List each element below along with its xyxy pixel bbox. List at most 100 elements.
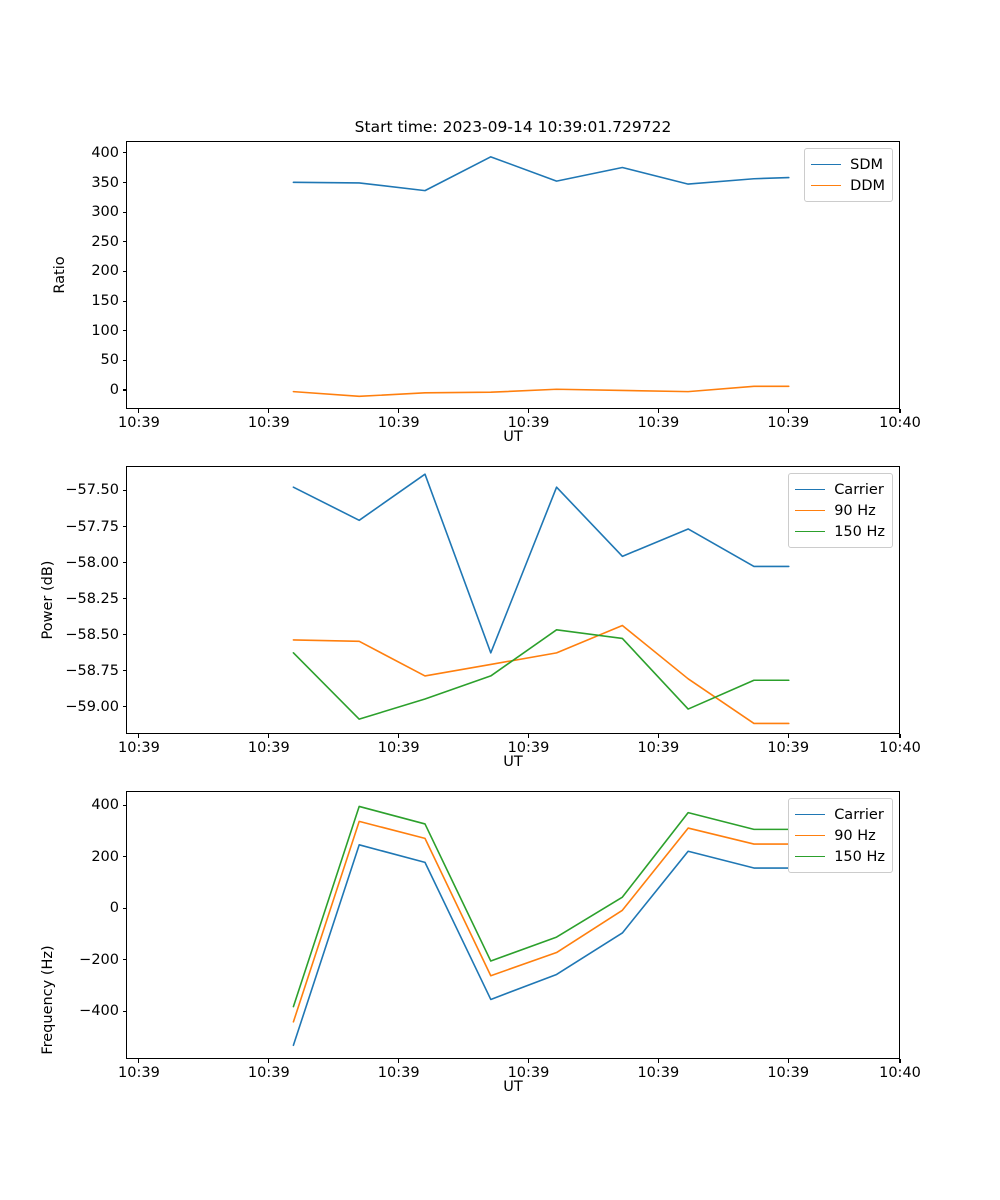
- ytick-mark: [122, 804, 126, 806]
- xtick-mark: [268, 734, 270, 738]
- xtick-label: 10:39: [767, 415, 810, 431]
- legend-swatch-150hz-freq: [795, 856, 826, 857]
- legend-ratio[interactable]: SDM DDM: [804, 148, 893, 202]
- ytick-mark: [122, 211, 126, 213]
- xtick-label: 10:40: [879, 740, 921, 756]
- plot-lines-power: [292, 473, 790, 725]
- legend-item-90hz-frequency: 90 Hz: [795, 825, 885, 846]
- ytick-label: −57.75: [65, 518, 119, 535]
- ytick-mark: [122, 856, 126, 858]
- xtick-mark: [787, 1059, 789, 1063]
- ytick-label: 0: [109, 382, 119, 399]
- legend-swatch-90hz: [795, 510, 826, 511]
- series-150hz-frequency: [292, 805, 790, 1008]
- legend-item-sdm: SDM: [811, 154, 885, 175]
- series-carrier-power: [292, 473, 790, 654]
- xtick-label: 10:39: [118, 740, 160, 756]
- xtick-mark: [138, 734, 140, 738]
- xtick-label: 10:39: [637, 1065, 680, 1081]
- series-ddm: [292, 385, 790, 398]
- xtick-label: 10:39: [767, 740, 810, 756]
- xtick-label: 10:40: [879, 415, 921, 431]
- ytick-mark: [122, 907, 126, 909]
- ytick-mark: [122, 489, 126, 492]
- series-90hz-frequency: [292, 820, 790, 1023]
- legend-swatch-150hz: [795, 531, 826, 532]
- xtick-label: 10:39: [637, 740, 680, 756]
- xtick-mark: [527, 409, 530, 413]
- xtick-mark: [398, 1059, 400, 1063]
- xtick-mark: [268, 1059, 270, 1063]
- ytick-mark: [122, 359, 126, 361]
- ytick-label: 100: [91, 322, 119, 339]
- ytick-mark: [122, 389, 126, 391]
- xtick-label: 10:39: [118, 1065, 160, 1081]
- series-150hz-power: [292, 629, 790, 720]
- xtick-label: 10:39: [247, 740, 290, 756]
- yaxis-label-frequency: Frequency (Hz): [40, 945, 56, 1055]
- axes-ratio: SDM DDM: [126, 141, 900, 409]
- ytick-mark: [122, 525, 126, 528]
- ytick-label: 400: [91, 144, 119, 161]
- xtick-mark: [138, 409, 140, 413]
- xaxis-label-frequency: UT: [503, 1079, 523, 1095]
- legend-power[interactable]: Carrier 90 Hz 150 Hz: [788, 473, 893, 548]
- ytick-label: 300: [91, 204, 119, 221]
- legend-item-carrier-frequency: Carrier: [795, 804, 885, 825]
- ytick-mark: [122, 959, 126, 961]
- plot-lines-ratio: [292, 156, 790, 398]
- xtick-mark: [527, 734, 530, 738]
- ytick-label: −59.00: [65, 698, 119, 715]
- ytick-label: −58.25: [65, 590, 119, 607]
- xtick-label: 10:39: [377, 415, 420, 431]
- xtick-label: 10:39: [507, 415, 550, 431]
- xtick-mark: [787, 409, 789, 413]
- figure-title: Start time: 2023-09-14 10:39:01.729722: [354, 118, 672, 136]
- ytick-label: 350: [91, 174, 119, 191]
- ytick-mark: [122, 670, 126, 672]
- xtick-label: 10:39: [507, 740, 550, 756]
- legend-item-90hz-power: 90 Hz: [795, 500, 885, 521]
- legend-label-90hz-freq: 90 Hz: [834, 827, 876, 844]
- xtick-label: 10:39: [377, 1065, 420, 1081]
- xtick-mark: [899, 1059, 901, 1063]
- legend-item-carrier-power: Carrier: [795, 479, 885, 500]
- axes-frequency: Carrier 90 Hz 150 Hz: [126, 791, 900, 1059]
- ytick-mark: [122, 300, 126, 302]
- xtick-label: 10:39: [507, 1065, 550, 1081]
- ytick-mark: [122, 152, 126, 154]
- xtick-mark: [657, 734, 659, 738]
- legend-swatch-sdm: [811, 164, 842, 165]
- xtick-mark: [787, 734, 789, 738]
- xtick-mark: [899, 409, 901, 413]
- xtick-mark: [138, 1059, 140, 1063]
- ytick-mark: [122, 181, 126, 184]
- ytick-mark: [122, 1010, 126, 1012]
- legend-item-ddm: DDM: [811, 175, 885, 196]
- ytick-label: 200: [91, 263, 119, 280]
- legend-frequency[interactable]: Carrier 90 Hz 150 Hz: [788, 798, 893, 873]
- ytick-label: −57.50: [65, 482, 119, 499]
- legend-swatch-ddm: [811, 185, 842, 186]
- xtick-label: 10:39: [767, 1065, 810, 1081]
- ytick-label: −400: [79, 1003, 119, 1020]
- ytick-mark: [122, 598, 126, 600]
- ytick-label: 150: [91, 293, 119, 310]
- xtick-label: 10:39: [377, 740, 420, 756]
- legend-swatch-90hz-freq: [795, 835, 826, 836]
- legend-label-carrier: Carrier: [834, 481, 884, 498]
- series-90hz-power: [292, 624, 790, 725]
- xtick-mark: [398, 409, 400, 413]
- xtick-mark: [657, 409, 659, 413]
- ytick-label: 50: [100, 352, 119, 369]
- xtick-mark: [899, 734, 901, 738]
- xtick-label: 10:39: [637, 415, 680, 431]
- ytick-label: −200: [79, 951, 119, 968]
- ytick-label: −58.50: [65, 626, 119, 643]
- xtick-mark: [527, 1059, 530, 1063]
- axes-power: Carrier 90 Hz 150 Hz: [126, 466, 900, 734]
- ytick-mark: [122, 561, 126, 564]
- plot-lines-frequency: [292, 805, 790, 1047]
